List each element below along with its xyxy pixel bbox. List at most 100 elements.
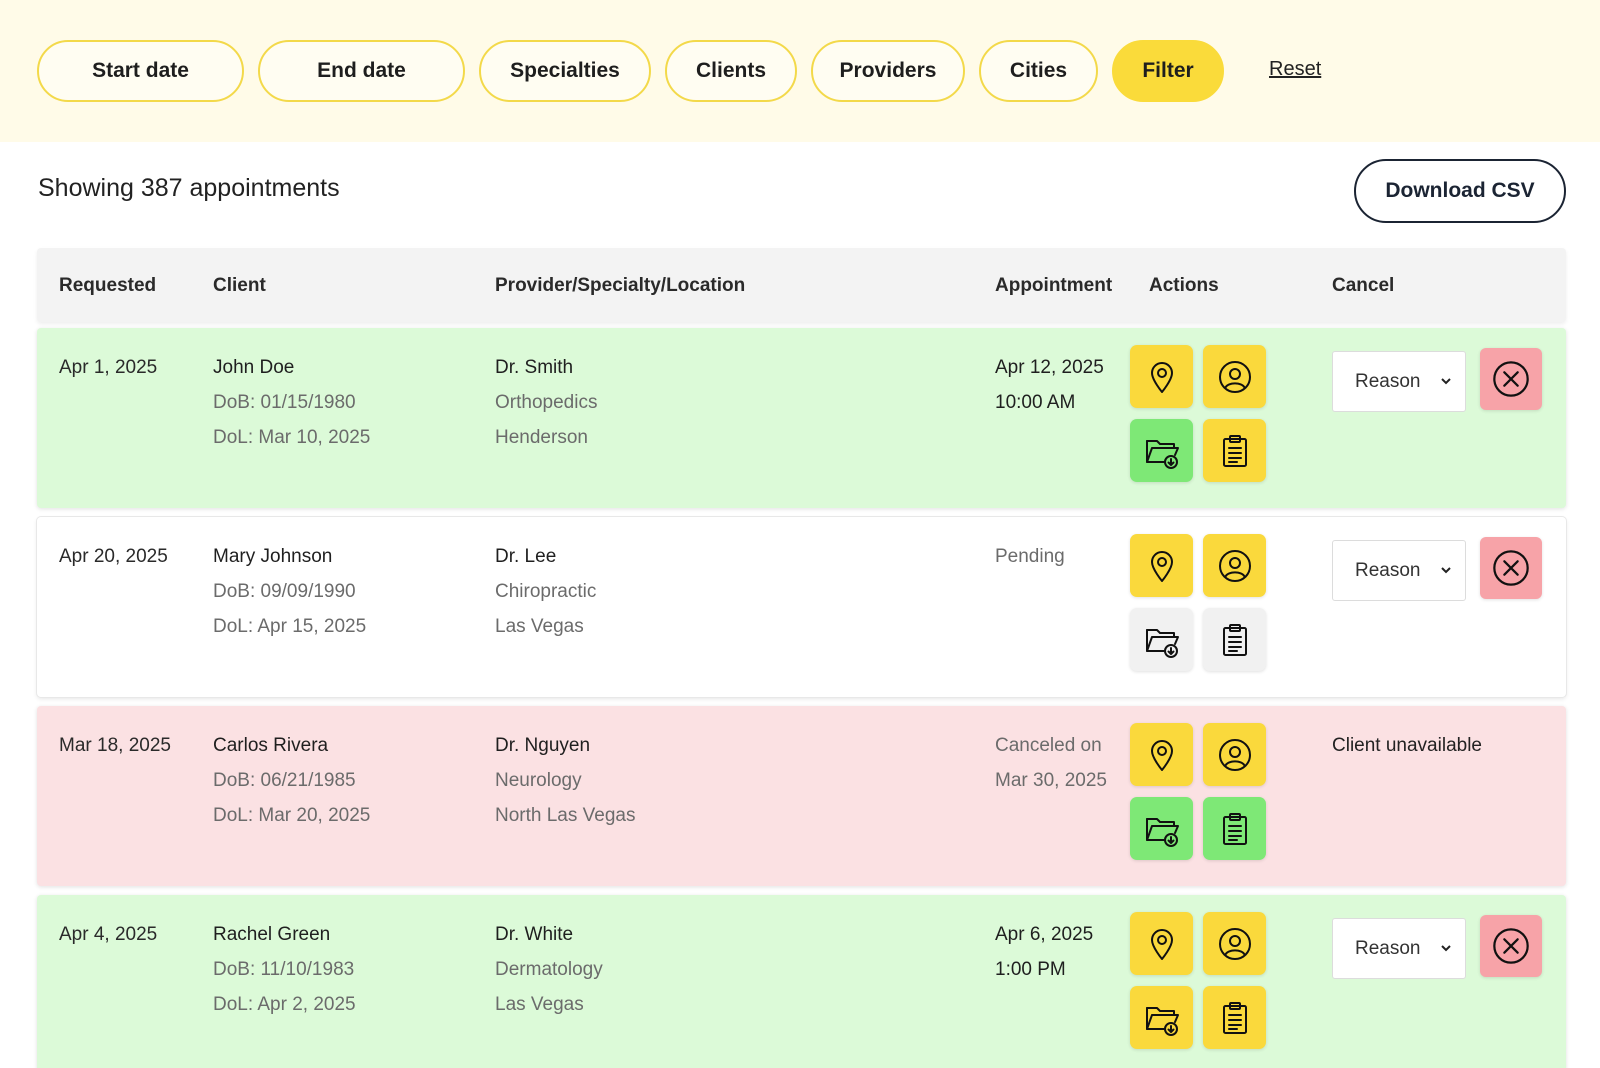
provider-specialty: Dermatology [495,959,603,980]
chevron-down-icon [1441,945,1451,952]
table-header: Requested Client Provider/Specialty/Loca… [37,248,1566,322]
location-button[interactable] [1130,534,1193,597]
provider-name: Dr. White [495,924,574,945]
location-button[interactable] [1130,345,1193,408]
provider-name: Dr. Lee [495,546,557,567]
cancel-appointment-button[interactable] [1480,348,1542,410]
appointments-count: Showing 387 appointments [38,174,340,202]
client-profile-button[interactable] [1203,723,1266,786]
download-records-button[interactable] [1130,608,1193,671]
appointment-cell: Apr 6, 2025 1:00 PM [995,917,1093,987]
header-actions: Actions [1149,275,1219,296]
clients-filter-button[interactable]: Clients [665,40,797,102]
client-cell: Carlos Rivera DoB: 06/21/1985 DoL: Mar 2… [213,728,370,833]
requested-date: Apr 4, 2025 [59,924,158,945]
notes-button[interactable] [1203,986,1266,1049]
folder-download-icon [1145,439,1179,469]
cancel-appointment-button[interactable] [1480,537,1542,599]
header-appointment: Appointment [995,275,1113,296]
cancel-reason-text: Client unavailable [1332,735,1482,756]
download-records-button[interactable] [1130,797,1193,860]
provider-location: Las Vegas [495,616,584,637]
folder-download-icon [1145,817,1179,847]
providers-filter-button[interactable]: Providers [811,40,965,102]
client-profile-button[interactable] [1203,345,1266,408]
map-pin-icon [1150,550,1173,582]
appointment-time: 1:00 PM [995,959,1066,980]
download-records-button[interactable] [1130,986,1193,1049]
client-name: Carlos Rivera [213,735,329,756]
clipboard-icon [1222,623,1247,656]
appointment-status: Pending [995,546,1065,567]
client-cell: Rachel Green DoB: 11/10/1983 DoL: Apr 2,… [213,917,356,1022]
client-dob: DoB: 01/15/1980 [213,392,356,413]
table-row: Mar 18, 2025 Carlos Rivera DoB: 06/21/19… [37,706,1566,886]
specialties-filter-button[interactable]: Specialties [479,40,651,102]
cancel-reason-value: Reason [1355,370,1421,392]
notes-button[interactable] [1203,419,1266,482]
provider-location: Las Vegas [495,994,584,1015]
filter-bar: Start date End date Specialties Clients … [0,0,1600,142]
client-name: Rachel Green [213,924,331,945]
appointment-cell: Pending [995,539,1065,574]
client-dob: DoB: 09/09/1990 [213,581,356,602]
client-profile-button[interactable] [1203,534,1266,597]
cancel-reason-select[interactable]: Reason [1332,918,1466,979]
chevron-down-icon [1441,378,1451,385]
cancel-reason-value: Reason [1355,937,1421,959]
clipboard-icon [1222,1001,1247,1034]
provider-cell: Dr. Nguyen Neurology North Las Vegas [495,728,635,833]
map-pin-icon [1150,361,1173,393]
folder-download-icon [1145,1006,1179,1036]
client-dob: DoB: 11/10/1983 [213,959,355,980]
provider-name: Dr. Smith [495,357,574,378]
location-button[interactable] [1130,912,1193,975]
provider-specialty: Chiropractic [495,581,597,602]
provider-cell: Dr. Lee Chiropractic Las Vegas [495,539,596,644]
provider-cell: Dr. Smith Orthopedics Henderson [495,350,597,455]
cancel-reason-select[interactable]: Reason [1332,351,1466,412]
filter-button[interactable]: Filter [1112,40,1224,102]
download-records-button[interactable] [1130,419,1193,482]
cities-filter-button[interactable]: Cities [979,40,1098,102]
provider-name: Dr. Nguyen [495,735,591,756]
client-profile-button[interactable] [1203,912,1266,975]
requested-date: Apr 20, 2025 [59,546,168,567]
reset-link[interactable]: Reset [1269,58,1322,80]
table-row: Apr 20, 2025 Mary Johnson DoB: 09/09/199… [37,517,1566,697]
provider-cell: Dr. White Dermatology Las Vegas [495,917,603,1022]
client-dob: DoB: 06/21/1985 [213,770,356,791]
client-cell: John Doe DoB: 01/15/1980 DoL: Mar 10, 20… [213,350,370,455]
provider-specialty: Orthopedics [495,392,598,413]
client-dol: DoL: Apr 2, 2025 [213,994,356,1015]
client-cell: Mary Johnson DoB: 09/09/1990 DoL: Apr 15… [213,539,366,644]
appointment-cell: Apr 12, 2025 10:00 AM [995,350,1104,420]
user-circle-icon [1218,549,1251,582]
start-date-filter-button[interactable]: Start date [37,40,244,102]
download-csv-button[interactable]: Download CSV [1354,159,1566,223]
notes-button[interactable] [1203,608,1266,671]
client-name: John Doe [213,357,295,378]
requested-date: Apr 1, 2025 [59,357,158,378]
client-dol: DoL: Apr 15, 2025 [213,616,367,637]
appointment-canceled-date: Mar 30, 2025 [995,770,1107,791]
location-button[interactable] [1130,723,1193,786]
notes-button[interactable] [1203,797,1266,860]
header-cancel: Cancel [1332,275,1395,296]
cancel-appointment-button[interactable] [1480,915,1542,977]
appointment-date: Apr 12, 2025 [995,357,1104,378]
appointment-status: Canceled on [995,735,1102,756]
close-circle-icon [1493,928,1529,964]
appointment-time: 10:00 AM [995,392,1076,413]
clipboard-icon [1222,812,1247,845]
user-circle-icon [1218,738,1251,771]
table-row: Apr 1, 2025 John Doe DoB: 01/15/1980 DoL… [37,328,1566,508]
cancel-reason-select[interactable]: Reason [1332,540,1466,601]
client-name: Mary Johnson [213,546,333,567]
end-date-filter-button[interactable]: End date [258,40,465,102]
requested-date: Mar 18, 2025 [59,735,171,756]
client-dol: DoL: Mar 10, 2025 [213,427,371,448]
appointment-cell: Canceled on Mar 30, 2025 [995,728,1107,798]
cancel-reason-value: Reason [1355,559,1421,581]
client-dol: DoL: Mar 20, 2025 [213,805,371,826]
